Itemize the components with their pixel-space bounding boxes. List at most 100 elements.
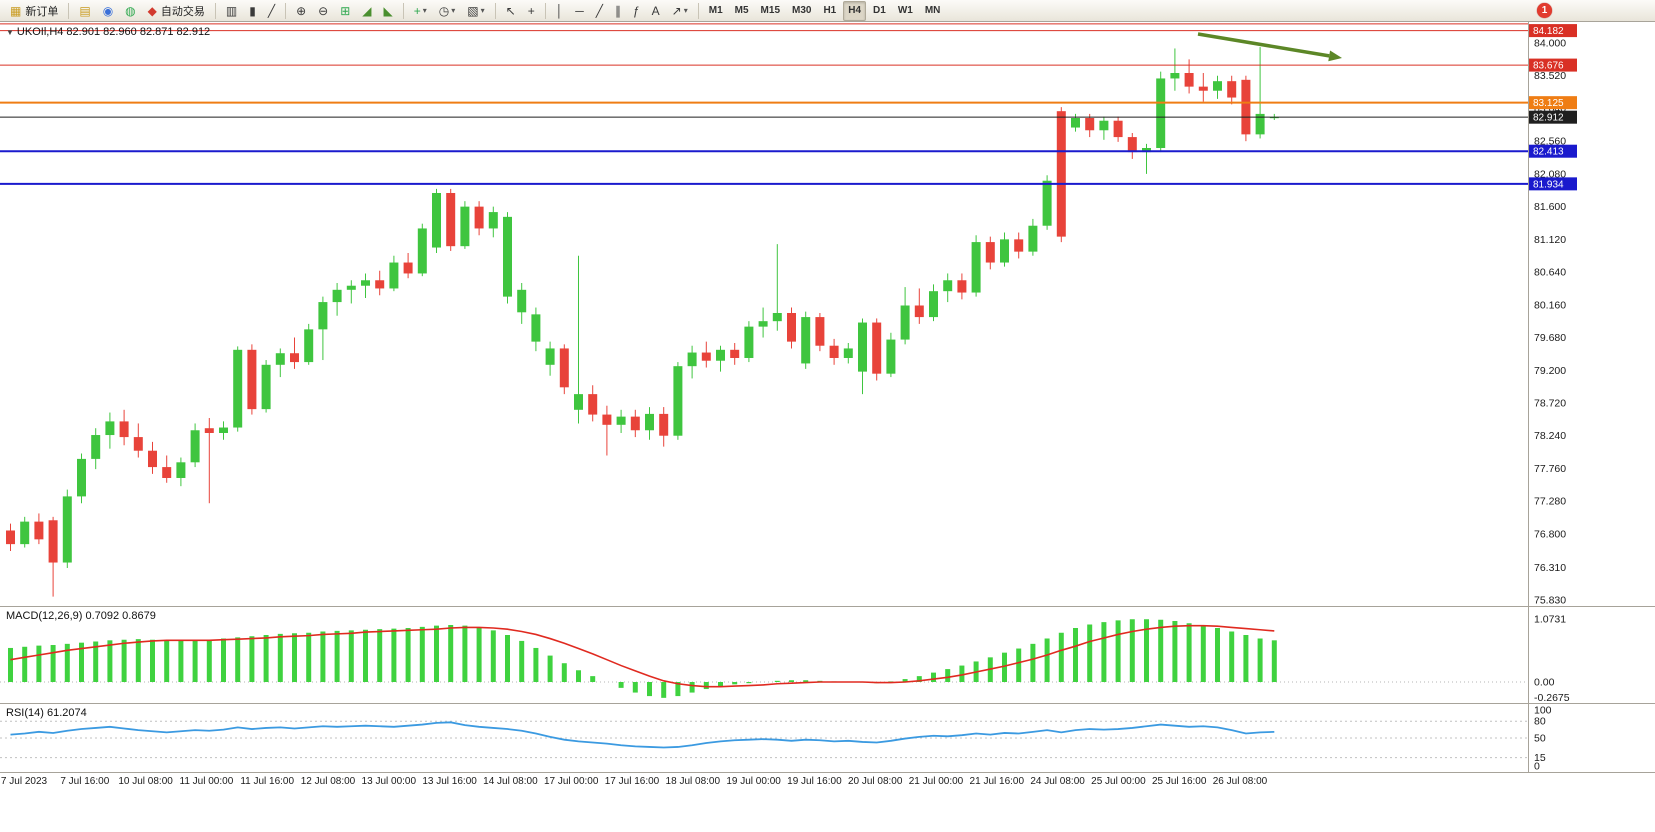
arrows-button[interactable]: ↗ ▾: [667, 1, 693, 21]
notification-badge[interactable]: 1: [1537, 3, 1552, 18]
price-tag-label: 82.912: [1533, 113, 1564, 124]
vertical-line-button[interactable]: │: [551, 1, 569, 21]
candle-down: [34, 521, 44, 540]
tf-m30[interactable]: M30: [787, 1, 816, 21]
candle-down: [1056, 111, 1066, 237]
candle-up: [1000, 239, 1009, 263]
candle-down: [559, 348, 569, 388]
candle-up: [1028, 225, 1038, 252]
community-icon[interactable]: ◍: [120, 1, 140, 21]
candle-down: [1227, 81, 1237, 98]
time-label: 12 Jul 08:00: [300, 776, 356, 787]
indicators-button[interactable]: + ▾: [409, 1, 432, 21]
time-label: 25 Jul 00:00: [1091, 776, 1146, 787]
candle-up: [687, 352, 697, 367]
candle-down: [48, 520, 58, 563]
new-order-button[interactable]: ▦ 新订单: [5, 1, 63, 21]
candle-down: [474, 206, 484, 229]
price-tick-label: 83.520: [1534, 70, 1566, 82]
bar-chart-icon[interactable]: ▥: [221, 1, 242, 21]
horizontal-line-button[interactable]: ─: [570, 1, 589, 21]
candle-up: [616, 416, 626, 425]
zoom-out-icon[interactable]: ⊖: [313, 1, 333, 21]
candle-down: [119, 421, 129, 438]
candle-up: [772, 312, 782, 322]
candle-up: [190, 430, 200, 463]
candle-up: [1071, 117, 1080, 128]
price-tick-label: 76.800: [1534, 528, 1566, 540]
periods-button[interactable]: ◷ ▾: [434, 1, 461, 21]
price-tick-label: 78.240: [1534, 430, 1566, 442]
candle-up: [332, 289, 342, 303]
line-chart-icon-glyph: ╱: [267, 3, 276, 18]
price-tick-label: 80.160: [1534, 299, 1566, 311]
zoom-in-icon[interactable]: ⊕: [291, 1, 311, 21]
tf-w1-label: W1: [897, 5, 913, 16]
tf-h1[interactable]: H1: [818, 1, 841, 21]
candle-down: [162, 467, 172, 478]
tf-w1[interactable]: W1: [893, 1, 918, 21]
candle-up: [673, 366, 683, 436]
text-button[interactable]: A: [647, 1, 665, 21]
collapse-triangle-icon[interactable]: ▼: [6, 28, 14, 37]
new-order-button-label: 新订单: [25, 5, 59, 18]
candle-down: [1184, 72, 1194, 87]
macd-panel[interactable]: 1.0731 0.00 -0.2675: [0, 606, 1655, 703]
tf-mn-label: MN: [924, 5, 941, 16]
candle-down: [701, 352, 711, 361]
crosshair-button[interactable]: +: [523, 1, 540, 21]
channel-button[interactable]: ∥: [610, 1, 626, 21]
cursor-button[interactable]: ↖: [501, 1, 521, 21]
tf-mn[interactable]: MN: [920, 1, 946, 21]
candle-down: [247, 349, 257, 410]
auto-scroll-icon[interactable]: ◢: [357, 1, 376, 21]
toolbar-separator: [285, 2, 287, 19]
rsi-line: [10, 721, 1275, 749]
caret-down-icon: ▾: [422, 6, 427, 15]
candle-down: [815, 317, 825, 346]
price-tag-label: 84.182: [1533, 26, 1564, 37]
tf-d1[interactable]: D1: [868, 1, 891, 21]
candle-up: [318, 302, 328, 330]
candle-up: [460, 206, 470, 247]
templates-button[interactable]: ▧ ▾: [462, 1, 489, 21]
candle-down: [1127, 137, 1137, 153]
price-chart-panel[interactable]: 84.00083.52083.04082.56082.08081.60081.1…: [0, 22, 1655, 606]
profiles-icon[interactable]: ▤: [74, 1, 95, 21]
trendline-button[interactable]: ╱: [591, 1, 608, 21]
tf-m5[interactable]: M5: [730, 1, 754, 21]
candle-up: [1255, 113, 1265, 135]
crosshair-glyph: +: [527, 3, 535, 18]
trend-arrow[interactable]: [1197, 32, 1330, 58]
new-order-glyph: ▦: [10, 3, 22, 18]
caret-down-icon: ▾: [451, 6, 456, 15]
macd-tick-label: 1.0731: [1534, 614, 1566, 626]
line-chart-icon[interactable]: ╱: [263, 1, 280, 21]
chart-shift-icon[interactable]: ◣: [379, 1, 398, 21]
candle-down: [1241, 79, 1251, 135]
time-label: 24 Jul 08:00: [1030, 776, 1085, 787]
tf-m1[interactable]: M1: [704, 1, 728, 21]
time-axis[interactable]: 7 Jul 2023 7 Jul 16:00 10 Jul 08:00 11 Jul …: [0, 772, 1655, 793]
candle-up: [886, 339, 896, 374]
tile-windows-icon[interactable]: ⊞: [335, 1, 355, 21]
candle-up: [545, 348, 555, 365]
candle-down: [787, 312, 796, 342]
candle-up: [758, 321, 768, 327]
chart-header-text: UKOIl,H4 82.901 82.960 82.871 82.912: [16, 26, 211, 38]
chart-header: ▼ UKOIl,H4 82.901 82.960 82.871 82.912: [6, 26, 210, 38]
price-tick-label: 82.560: [1534, 136, 1566, 148]
tf-h4[interactable]: H4: [843, 0, 867, 21]
fibonacci-button[interactable]: ƒ: [628, 1, 645, 21]
autotrading-button-label: 自动交易: [160, 5, 205, 18]
contacts-icon[interactable]: ◉: [98, 1, 118, 21]
price-tag: [1529, 24, 1577, 38]
candle-down: [133, 437, 143, 451]
price-tag-label: 81.934: [1533, 179, 1564, 190]
candle-down: [730, 349, 740, 358]
autotrading-button[interactable]: ◆ 自动交易: [143, 1, 210, 21]
candlestick-chart-icon[interactable]: ▮: [244, 1, 261, 21]
time-label: 10 Jul 08:00: [118, 776, 173, 787]
tf-m15[interactable]: M15: [756, 1, 785, 21]
